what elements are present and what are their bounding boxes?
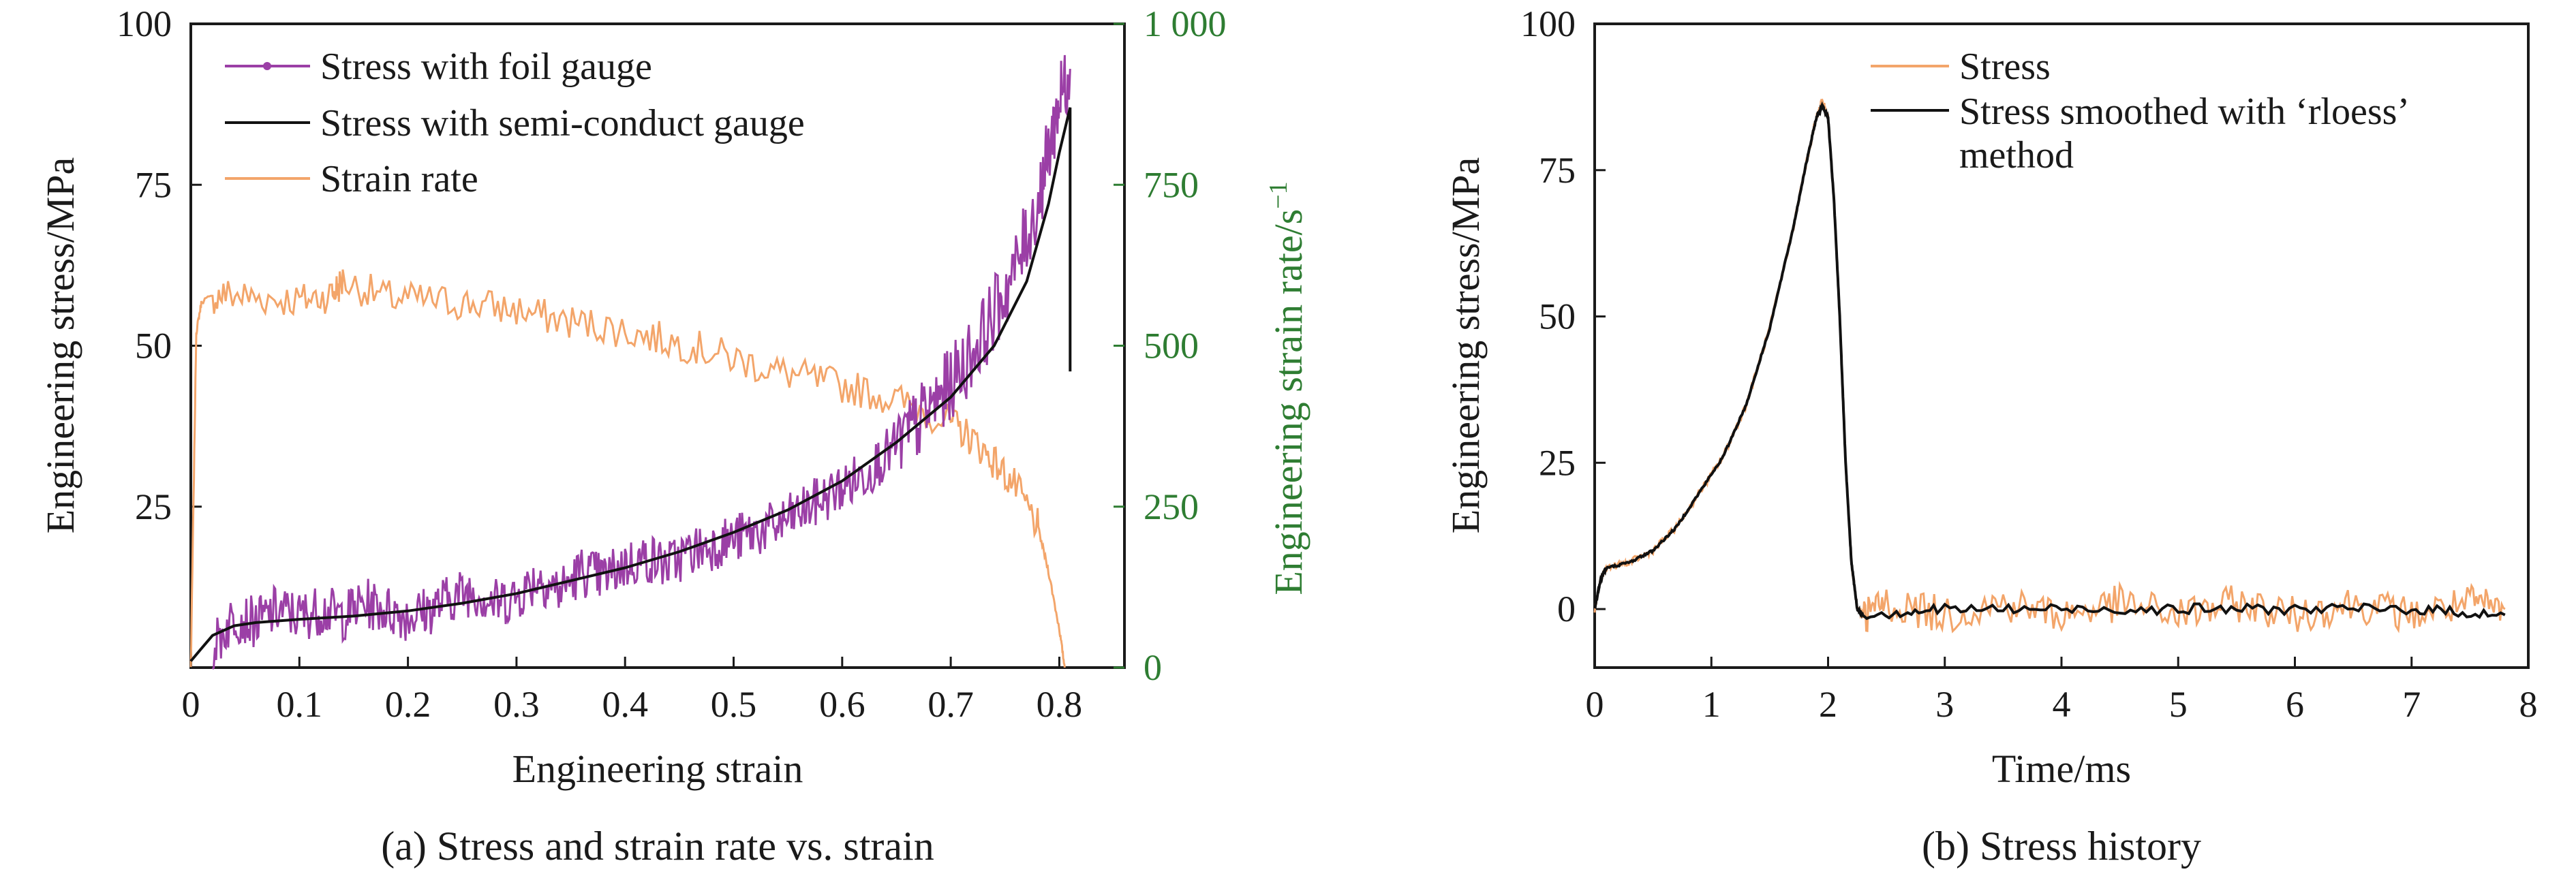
chart-a-x-ticks: 0 0.1 0.2 0.3 0.4 0.5 0.6 0.7 0.8 [182, 657, 1083, 725]
chart-a-y2-ticks: 0 250 500 750 1 000 [1114, 3, 1227, 688]
chart-a-y2-tick-label: 250 [1144, 486, 1199, 527]
chart-a-y-label: Engineering stress/MPa [38, 157, 82, 534]
chart-b: 0 1 2 3 4 5 6 7 8 0 25 50 75 100 Time/ms Engineering… [1443, 3, 2538, 869]
legend-a-foil-label: Stress with foil gauge [320, 46, 652, 88]
chart-a-legend: Stress with foil gauge Stress with semi-… [225, 46, 805, 200]
series-strain-rate-line [189, 269, 1066, 668]
series-stress-line [1593, 98, 2506, 634]
chart-b-x-tick-label: 4 [2053, 684, 2071, 725]
chart-a-y2-label: Engineering strain rate/s−1 [1264, 181, 1310, 595]
chart-b-x-ticks: 0 1 2 3 4 5 6 7 8 [1586, 657, 2538, 725]
chart-b-x-tick-label: 0 [1586, 684, 1604, 725]
chart-b-y-tick-label: 50 [1539, 296, 1576, 337]
chart-b-legend: Stress Stress smoothed with ‘rloess’ met… [1871, 46, 2417, 176]
chart-b-x-tick-label: 1 [1702, 684, 1721, 725]
chart-b-y-label: Engineering stress/MPa [1443, 157, 1488, 534]
legend-a-foil-marker [263, 62, 271, 70]
chart-b-x-tick-label: 3 [1935, 684, 1954, 725]
series-foil-gauge-line [211, 54, 1071, 670]
chart-a-series [189, 54, 1072, 670]
chart-b-x-tick-label: 6 [2286, 684, 2304, 725]
chart-a-x-tick-label: 0.7 [927, 684, 974, 725]
chart-b-y-tick-label: 100 [1520, 3, 1576, 44]
chart-a-x-tick-label: 0.8 [1037, 684, 1083, 725]
chart-a-x-tick-label: 0.4 [602, 684, 648, 725]
chart-a-y-tick-label: 50 [135, 326, 172, 366]
chart-a-x-tick-label: 0.5 [711, 684, 757, 725]
chart-b-x-tick-label: 7 [2402, 684, 2421, 725]
chart-b-x-tick-label: 2 [1819, 684, 1837, 725]
chart-a: 0 0.1 0.2 0.3 0.4 0.5 0.6 0.7 0.8 25 50 75 100 0 250… [38, 3, 1310, 869]
series-smoothed-line [1593, 101, 2506, 621]
chart-b-series [1593, 98, 2506, 634]
chart-a-y2-tick-label: 750 [1144, 164, 1199, 205]
legend-a-semi-label: Stress with semi-conduct gauge [320, 102, 805, 144]
legend-b-smoothed-label: Stress smoothed with ‘rloess’ method [1959, 91, 2417, 176]
chart-b-y-tick-label: 75 [1539, 150, 1576, 191]
chart-a-y-tick-label: 100 [117, 3, 172, 44]
chart-b-x-tick-label: 8 [2519, 684, 2538, 725]
chart-a-x-tick-label: 0.3 [493, 684, 540, 725]
chart-b-caption: (b) Stress history [1922, 824, 2201, 869]
chart-a-x-tick-label: 0.2 [385, 684, 431, 725]
chart-a-y2-label-sup: −1 [1264, 181, 1293, 208]
chart-a-y2-tick-label: 500 [1144, 326, 1199, 366]
chart-b-y-ticks: 0 25 50 75 100 [1520, 3, 1606, 629]
chart-b-x-tick-label: 5 [2169, 684, 2188, 725]
series-semi-conduct-line [189, 107, 1072, 662]
chart-a-y-tick-label: 75 [135, 164, 172, 205]
chart-a-y2-tick-label: 0 [1144, 647, 1162, 688]
chart-b-y-tick-label: 0 [1557, 589, 1576, 629]
legend-b-stress-label: Stress [1959, 46, 2051, 88]
chart-b-x-label: Time/ms [1992, 747, 2131, 791]
chart-a-x-tick-label: 0.6 [819, 684, 865, 725]
chart-a-x-tick-label: 0.1 [277, 684, 323, 725]
chart-a-y2-label-text: Engineering strain rate/s [1266, 209, 1310, 595]
chart-a-y2-tick-label: 1 000 [1144, 3, 1227, 44]
chart-b-y-tick-label: 25 [1539, 442, 1576, 483]
legend-b-smoothed-line1: Stress smoothed with ‘rloess’ [1959, 91, 2407, 133]
chart-a-y-ticks: 25 50 75 100 [117, 3, 202, 527]
legend-b-smoothed-line2: method [1959, 134, 2074, 176]
chart-a-y-tick-label: 25 [135, 486, 172, 527]
legend-a-rate-label: Strain rate [320, 158, 478, 200]
chart-a-x-label: Engineering strain [512, 747, 803, 791]
chart-a-caption: (a) Stress and strain rate vs. strain [381, 824, 934, 869]
chart-a-x-tick-label: 0 [182, 684, 200, 725]
